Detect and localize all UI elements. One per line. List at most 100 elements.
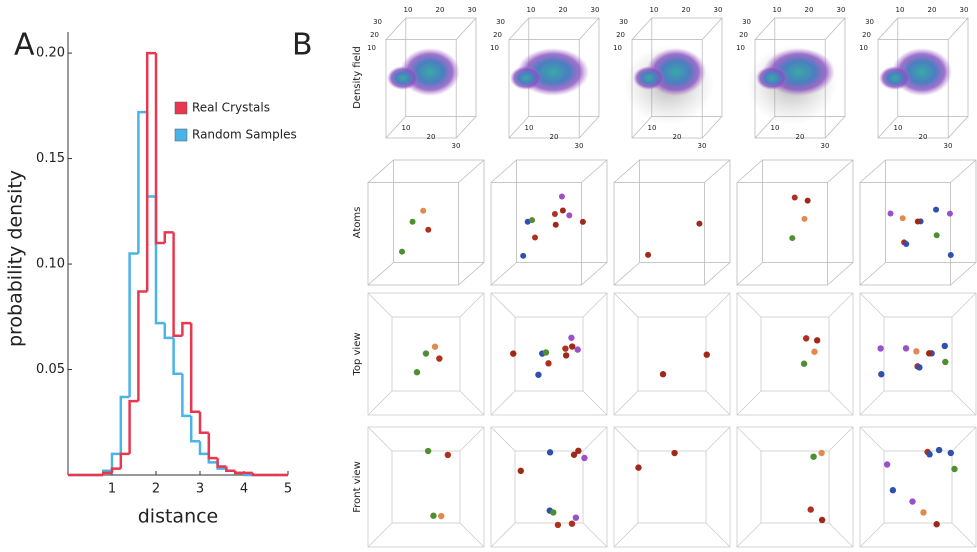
- atom: [575, 448, 581, 454]
- atom: [559, 194, 565, 200]
- atom: [951, 466, 957, 472]
- atom: [569, 343, 575, 349]
- cube-tick-label: 20: [682, 6, 691, 14]
- histogram-step: [182, 323, 191, 336]
- atom: [555, 522, 561, 528]
- cube-tick-label: 20: [805, 6, 814, 14]
- atom: [696, 221, 702, 227]
- histogram-step: [156, 53, 165, 243]
- row-label: Density field: [352, 46, 363, 109]
- histogram-step: [147, 53, 156, 291]
- cube-edge: [491, 160, 517, 183]
- legend-label: Random Samples: [192, 128, 297, 142]
- histogram-step: [200, 412, 209, 433]
- cube-edge: [886, 160, 976, 263]
- view-edge: [583, 293, 607, 317]
- cube-edge: [950, 263, 976, 286]
- atom: [445, 452, 451, 458]
- view-edge: [706, 293, 730, 317]
- view-frame: [614, 293, 730, 415]
- view-edge: [860, 427, 884, 451]
- view-frame: [761, 451, 829, 523]
- atom: [535, 372, 541, 378]
- atom: [563, 352, 569, 358]
- view-frame: [515, 317, 583, 391]
- cube-tick-label: 10: [650, 6, 659, 14]
- histogram-step: [156, 197, 165, 324]
- atom: [913, 348, 919, 354]
- histogram-step: [200, 441, 209, 454]
- cube-tick-label: 10: [896, 6, 905, 14]
- atom: [915, 218, 921, 224]
- cube-tick-label: 10: [736, 44, 745, 52]
- cube-tick-label: 20: [616, 31, 625, 39]
- view-edge: [491, 293, 515, 317]
- cube-tick-label: 30: [742, 18, 751, 26]
- cube-edge: [878, 18, 898, 40]
- density-blob: [879, 66, 911, 90]
- cube-tick-label: 10: [771, 124, 780, 132]
- view-edge: [737, 427, 761, 451]
- row-label: Atoms: [352, 207, 363, 239]
- atom: [532, 234, 538, 240]
- cube-tick-label: 30: [452, 142, 461, 150]
- cube-edge: [581, 160, 607, 183]
- atom: [948, 450, 954, 456]
- legend-swatch: [175, 129, 187, 141]
- atom: [903, 345, 909, 351]
- cube-edge: [827, 160, 853, 183]
- atom: [553, 222, 559, 228]
- atom: [810, 453, 816, 459]
- atom: [819, 517, 825, 523]
- atom: [560, 208, 566, 214]
- cube-tick-label: 30: [821, 142, 830, 150]
- histogram-step: [174, 232, 183, 335]
- density-blob: [633, 66, 665, 90]
- cube-edge: [614, 183, 704, 286]
- cube-tick-label: 30: [575, 142, 584, 150]
- view-edge: [737, 523, 761, 547]
- histogram-step: [112, 469, 121, 473]
- atom: [568, 335, 574, 341]
- view-edge: [706, 427, 730, 451]
- atom: [671, 450, 677, 456]
- view-edge: [583, 523, 607, 547]
- cube-edge: [456, 116, 476, 138]
- atom: [942, 343, 948, 349]
- cube-tick-label: 30: [865, 18, 874, 26]
- view-edge: [614, 391, 638, 415]
- atom: [803, 335, 809, 341]
- histogram-step: [209, 433, 218, 458]
- atom: [510, 350, 516, 356]
- cube-edge: [368, 160, 394, 183]
- view-frame: [737, 293, 853, 415]
- cube-tick-label: 10: [404, 6, 413, 14]
- panel-b-column: 101010202020303030: [367, 6, 484, 547]
- atom: [425, 448, 431, 454]
- view-frame: [614, 427, 730, 547]
- cube-edge: [737, 263, 763, 286]
- atom: [566, 212, 572, 218]
- view-frame: [491, 293, 607, 415]
- view-edge: [952, 391, 976, 415]
- cube-tick-label: 30: [714, 6, 723, 14]
- view-edge: [368, 293, 392, 317]
- cube-tick-label: 10: [367, 44, 376, 52]
- atom: [934, 232, 940, 238]
- view-edge: [860, 523, 884, 547]
- atom: [808, 506, 814, 512]
- atom: [432, 344, 438, 350]
- cube-tick-label: 10: [402, 124, 411, 132]
- histogram-step: [191, 416, 200, 441]
- cube-edge: [704, 263, 730, 286]
- view-frame: [638, 451, 706, 523]
- cube-edge: [614, 160, 640, 183]
- panel-b-column: 101010202020303030: [613, 6, 730, 547]
- cube-edge: [737, 160, 763, 183]
- x-tick-label: 4: [240, 482, 248, 497]
- view-edge: [706, 391, 730, 415]
- atom: [926, 451, 932, 457]
- legend-label: Real Crystals: [192, 101, 270, 115]
- atom: [704, 351, 710, 357]
